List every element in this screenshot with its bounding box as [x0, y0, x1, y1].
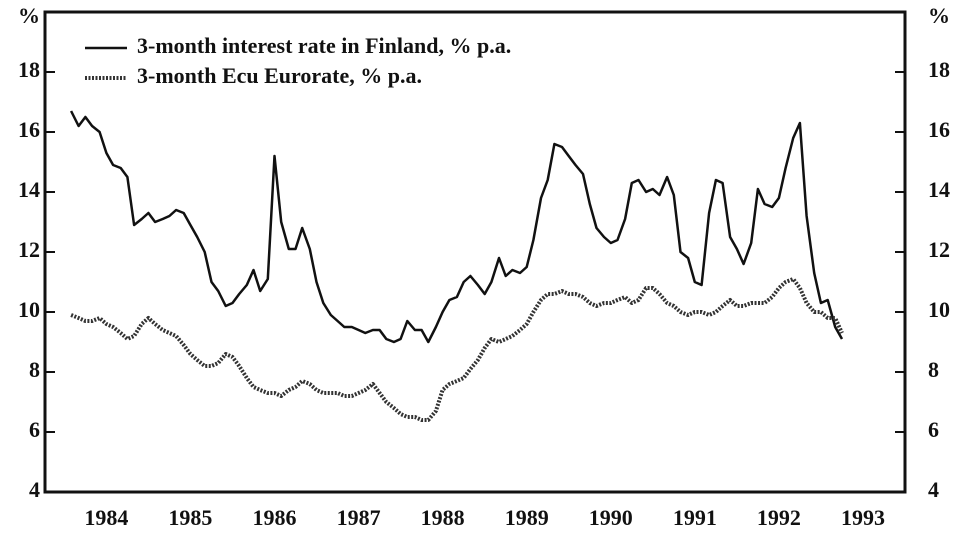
y2-tick-label: 4 [928, 477, 939, 502]
x-tick-label: 1991 [673, 505, 717, 530]
y2-tick-label: 14 [928, 177, 950, 202]
series-line [69, 110, 844, 344]
x-tick-label: 1984 [84, 505, 128, 530]
y-axis-label: % [18, 3, 40, 28]
legend-label: 3-month interest rate in Finland, % p.a. [137, 33, 511, 58]
y2-tick-label: 16 [928, 117, 950, 142]
y2-axis-label: % [928, 3, 950, 28]
legend-label: 3-month Ecu Eurorate, % p.a. [137, 63, 422, 88]
y-tick-label: 16 [18, 117, 40, 142]
y2-tick-label: 10 [928, 297, 950, 322]
x-tick-label: 1986 [253, 505, 297, 530]
y2-tick-label: 8 [928, 357, 939, 382]
x-tick-label: 1990 [589, 505, 633, 530]
x-tick-label: 1987 [337, 505, 381, 530]
x-tick-label: 1993 [841, 505, 885, 530]
y2-tick-label: 12 [928, 237, 950, 262]
x-tick-label: 1992 [757, 505, 801, 530]
y2-tick-label: 6 [928, 417, 939, 442]
x-tick-label: 1985 [168, 505, 212, 530]
y-tick-label: 8 [29, 357, 40, 382]
y2-tick-label: 18 [928, 57, 950, 82]
y-tick-label: 6 [29, 417, 40, 442]
y-tick-label: 12 [18, 237, 40, 262]
x-tick-label: 1988 [421, 505, 465, 530]
y-tick-label: 4 [29, 477, 40, 502]
y-tick-label: 14 [18, 177, 40, 202]
x-tick-label: 1989 [505, 505, 549, 530]
series-line [70, 277, 844, 422]
y-tick-label: 18 [18, 57, 40, 82]
y-tick-label: 10 [18, 297, 40, 322]
